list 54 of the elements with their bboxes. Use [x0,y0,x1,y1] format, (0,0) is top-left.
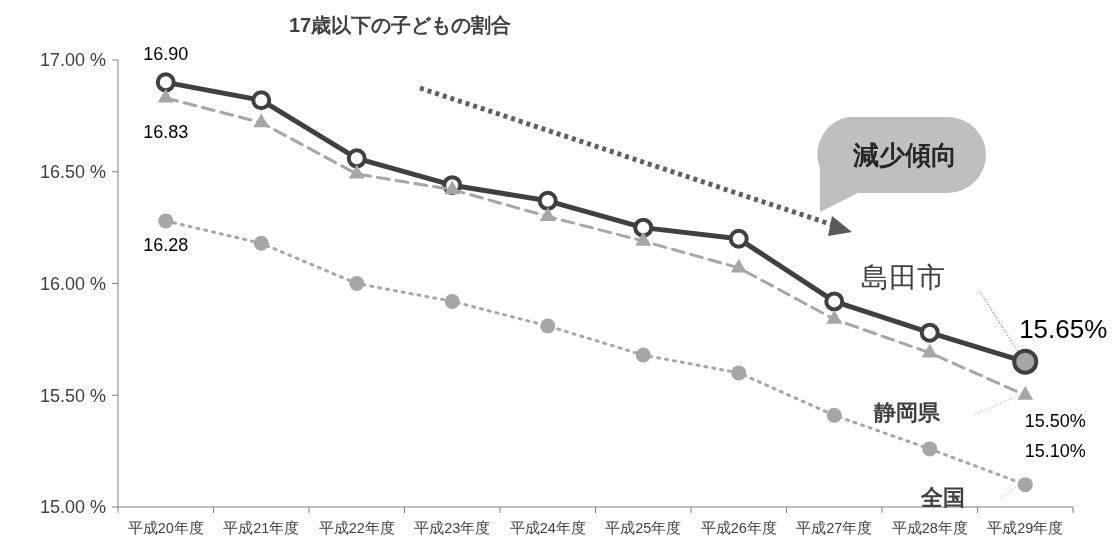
point [444,293,460,309]
y-tick-label: 17.00 % [39,50,106,71]
point [919,322,940,343]
point [253,235,269,251]
x-tick-label: 平成21年度 [223,520,300,536]
chart-title: 17歳以下の子どもの割合 [288,14,512,36]
point [826,407,842,423]
legend-label: 静岡県 [873,400,942,426]
point [251,90,272,111]
x-tick-label: 平成27年度 [796,520,873,536]
x-tick-label: 平成24年度 [509,520,586,536]
data-label: 15.10% [1024,440,1086,461]
data-label: 15.65% [1019,313,1108,344]
point [824,291,845,312]
point [349,276,365,291]
y-tick-label: 15.50 % [39,385,106,406]
point [921,343,938,358]
x-tick-label: 平成25年度 [605,520,682,536]
data-label: 16.83 [143,121,189,142]
point [158,213,174,229]
data-label: 16.90 [143,44,189,65]
point [537,190,558,211]
point [444,180,461,195]
y-tick-label: 16.50 % [39,162,106,183]
point [155,72,176,93]
point [635,347,651,363]
point [731,365,747,381]
point [253,113,270,128]
point [1017,477,1033,493]
point [826,310,843,324]
point [348,164,365,179]
point [346,148,367,169]
point [922,441,938,457]
x-tick-label: 平成26年度 [700,520,777,536]
point [635,231,652,246]
data-label: 16.28 [143,234,189,255]
point [728,228,749,249]
x-tick-label: 平成28年度 [891,520,968,536]
x-tick-label: 平成20年度 [127,520,204,536]
x-tick-label: 平成29年度 [987,520,1064,536]
y-tick-label: 15.00 % [39,497,106,518]
point [157,88,174,103]
x-tick-label: 平成23年度 [414,520,491,536]
point [633,217,654,238]
data-label: 15.50% [1024,411,1086,432]
series-label: 島田市 [861,261,946,293]
annotation: 減少傾向 [852,140,957,170]
legend-label: 全国 [920,484,966,510]
x-tick-label: 平成22年度 [318,520,395,536]
point [539,207,556,222]
point [540,318,556,334]
point [1017,386,1034,400]
y-tick-label: 16.00 % [39,273,106,294]
point [730,258,747,273]
